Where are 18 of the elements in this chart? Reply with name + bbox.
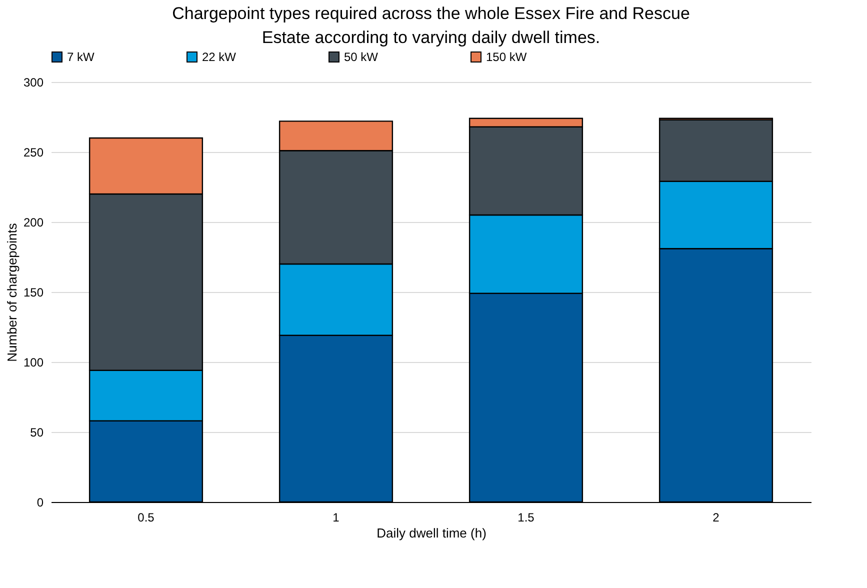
y-tick-label: 200 [23,216,44,230]
legend-label: 7 kW [67,50,96,64]
legend-label: 150 kW [486,50,528,64]
chart-title: Chargepoint types required across the whole Essex Fire and Rescue Estate according to varying daily dwell times. [172,4,690,47]
y-tick-label: 300 [23,76,44,90]
y-tick-label: 100 [23,356,44,370]
x-tick-label: 2 [712,510,720,524]
x-tick-label: 0.5 [138,510,155,524]
y-tick-label: 0 [36,496,44,510]
x-tick-label: 1.5 [518,510,535,524]
y-axis-title: Number of chargepoints [4,222,20,362]
x-axis-title: Daily dwell time (h) [376,526,486,540]
legend-label: 22 kW [202,50,237,64]
y-tick-label: 250 [23,146,44,160]
x-tick-label: 1 [332,510,340,524]
y-tick-label: 50 [30,426,44,440]
y-tick-label: 150 [23,286,44,300]
legend-label: 50 kW [344,50,379,64]
